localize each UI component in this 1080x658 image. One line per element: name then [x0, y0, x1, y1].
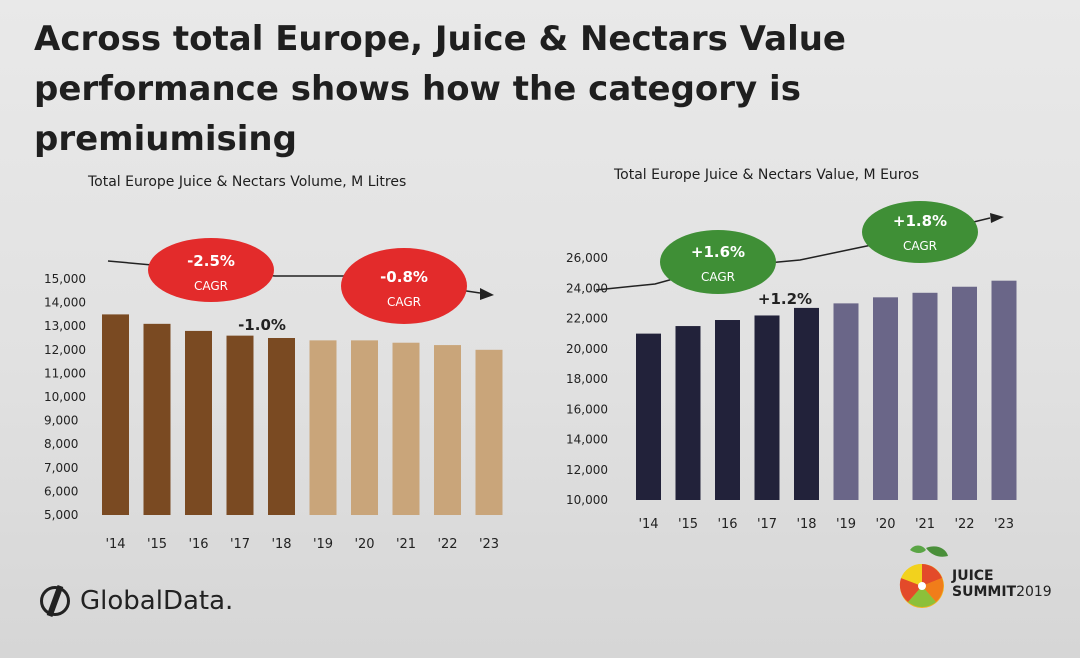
bar: [715, 320, 740, 500]
y-tick-label: 9,000: [44, 414, 78, 428]
juice-summit-wordmark: JUICE SUMMIT2019: [952, 568, 1052, 600]
y-tick-label: 13,000: [44, 319, 86, 333]
globaldata-logo: GlobalData.: [40, 586, 233, 616]
y-tick-label: 24,000: [566, 281, 608, 295]
x-tick-label: '14: [105, 537, 125, 552]
volume-cagr-2-label: CAGR: [387, 295, 421, 309]
bar: [226, 335, 254, 515]
x-tick-label: '20: [354, 537, 374, 552]
juice-summit-fruit-icon: [899, 545, 948, 608]
x-tick-label: '18: [796, 517, 816, 532]
value-cagr-2-label: CAGR: [903, 239, 937, 253]
y-tick-label: 15,000: [44, 272, 86, 286]
value-chart: Total Europe Juice & Nectars Value, M Eu…: [566, 167, 1017, 532]
volume-bars: [102, 314, 503, 515]
bar: [675, 326, 701, 500]
volume-cagr-bubble-1: -2.5% CAGR: [148, 238, 274, 302]
x-tick-label: '19: [836, 517, 856, 532]
bar: [351, 340, 378, 515]
bar: [143, 323, 171, 515]
y-tick-label: 20,000: [566, 342, 608, 356]
x-tick-label: '23: [994, 517, 1014, 532]
volume-cagr-1-value: -2.5%: [187, 252, 235, 270]
volume-chart: Total Europe Juice & Nectars Volume, M L…: [44, 174, 503, 552]
x-tick-label: '15: [147, 537, 167, 552]
globaldata-icon: [40, 586, 70, 616]
bar: [392, 342, 420, 515]
value-cagr-bubble-2: +1.8% CAGR: [862, 201, 978, 263]
volume-cagr-1-label: CAGR: [194, 279, 228, 293]
y-tick-label: 14,000: [566, 433, 608, 447]
value-annotation-pct: +1.2%: [758, 290, 812, 308]
x-tick-label: '20: [875, 517, 895, 532]
value-cagr-2-value: +1.8%: [893, 212, 947, 230]
bar: [309, 340, 337, 515]
y-tick-label: 6,000: [44, 484, 78, 498]
bar: [873, 297, 898, 500]
bar: [952, 286, 977, 500]
value-cagr-1-value: +1.6%: [691, 243, 745, 261]
volume-cagr-bubble-2: -0.8% CAGR: [341, 248, 467, 324]
bar: [475, 349, 503, 515]
bar: [102, 314, 129, 515]
slide-title: Across total Europe, Juice & Nectars Val…: [34, 19, 846, 159]
x-tick-label: '14: [638, 517, 658, 532]
volume-chart-title: Total Europe Juice & Nectars Volume, M L…: [87, 174, 406, 190]
bar: [434, 345, 461, 515]
x-tick-label: '23: [479, 537, 499, 552]
x-tick-label: '16: [717, 517, 737, 532]
volume-cagr-2-value: -0.8%: [380, 268, 428, 286]
y-tick-label: 10,000: [44, 390, 86, 404]
y-tick-label: 12,000: [44, 343, 86, 357]
y-tick-label: 8,000: [44, 437, 78, 451]
y-tick-label: 22,000: [566, 312, 608, 326]
juice-summit-line1: JUICE: [952, 568, 994, 584]
value-trend-arrowhead: [990, 213, 1004, 223]
y-tick-label: 11,000: [44, 366, 86, 380]
x-tick-label: '19: [313, 537, 333, 552]
juice-summit-line2: SUMMIT: [952, 584, 1017, 600]
value-y-axis: 10,000 12,000 14,000 16,000 18,000 20,000 22,0…: [566, 251, 608, 507]
bar: [991, 280, 1017, 500]
x-tick-label: '17: [757, 517, 777, 532]
bar: [912, 292, 938, 500]
bar: [268, 338, 295, 515]
juice-summit-year: 2019: [1016, 584, 1052, 600]
value-cagr-bubble-1: +1.6% CAGR: [660, 230, 776, 294]
y-tick-label: 14,000: [44, 296, 86, 310]
x-tick-label: '18: [271, 537, 291, 552]
x-tick-label: '15: [678, 517, 698, 532]
x-tick-label: '22: [954, 517, 974, 532]
volume-y-axis: 5,000 6,000 7,000 8,000 9,000 10,000 11,000 12,…: [44, 272, 86, 522]
y-tick-label: 7,000: [44, 461, 78, 475]
volume-trend-arrowhead: [480, 288, 494, 300]
value-bars: [636, 280, 1017, 500]
bar: [833, 303, 859, 500]
value-x-axis: '14 '15 '16 '17 '18 '19 '20 '21 '22 '23: [638, 517, 1014, 532]
volume-annotation-pct: -1.0%: [238, 316, 286, 334]
y-tick-label: 10,000: [566, 493, 608, 507]
value-chart-title: Total Europe Juice & Nectars Value, M Eu…: [613, 167, 919, 183]
y-tick-label: 16,000: [566, 402, 608, 416]
bar: [794, 307, 819, 500]
x-tick-label: '22: [437, 537, 457, 552]
x-tick-label: '16: [188, 537, 208, 552]
y-tick-label: 18,000: [566, 372, 608, 386]
juice-summit-logo: JUICE SUMMIT2019: [896, 542, 1066, 612]
y-tick-label: 26,000: [566, 251, 608, 265]
bar: [636, 333, 661, 500]
y-tick-label: 5,000: [44, 508, 78, 522]
bar: [754, 315, 780, 500]
volume-x-axis: '14 '15 '16 '17 '18 '19 '20 '21 '22 '23: [105, 537, 499, 552]
bar: [185, 330, 212, 515]
x-tick-label: '21: [915, 517, 935, 532]
x-tick-label: '17: [230, 537, 250, 552]
y-tick-label: 12,000: [566, 463, 608, 477]
globaldata-wordmark: GlobalData.: [80, 586, 234, 616]
value-cagr-1-label: CAGR: [701, 270, 735, 284]
x-tick-label: '21: [396, 537, 416, 552]
